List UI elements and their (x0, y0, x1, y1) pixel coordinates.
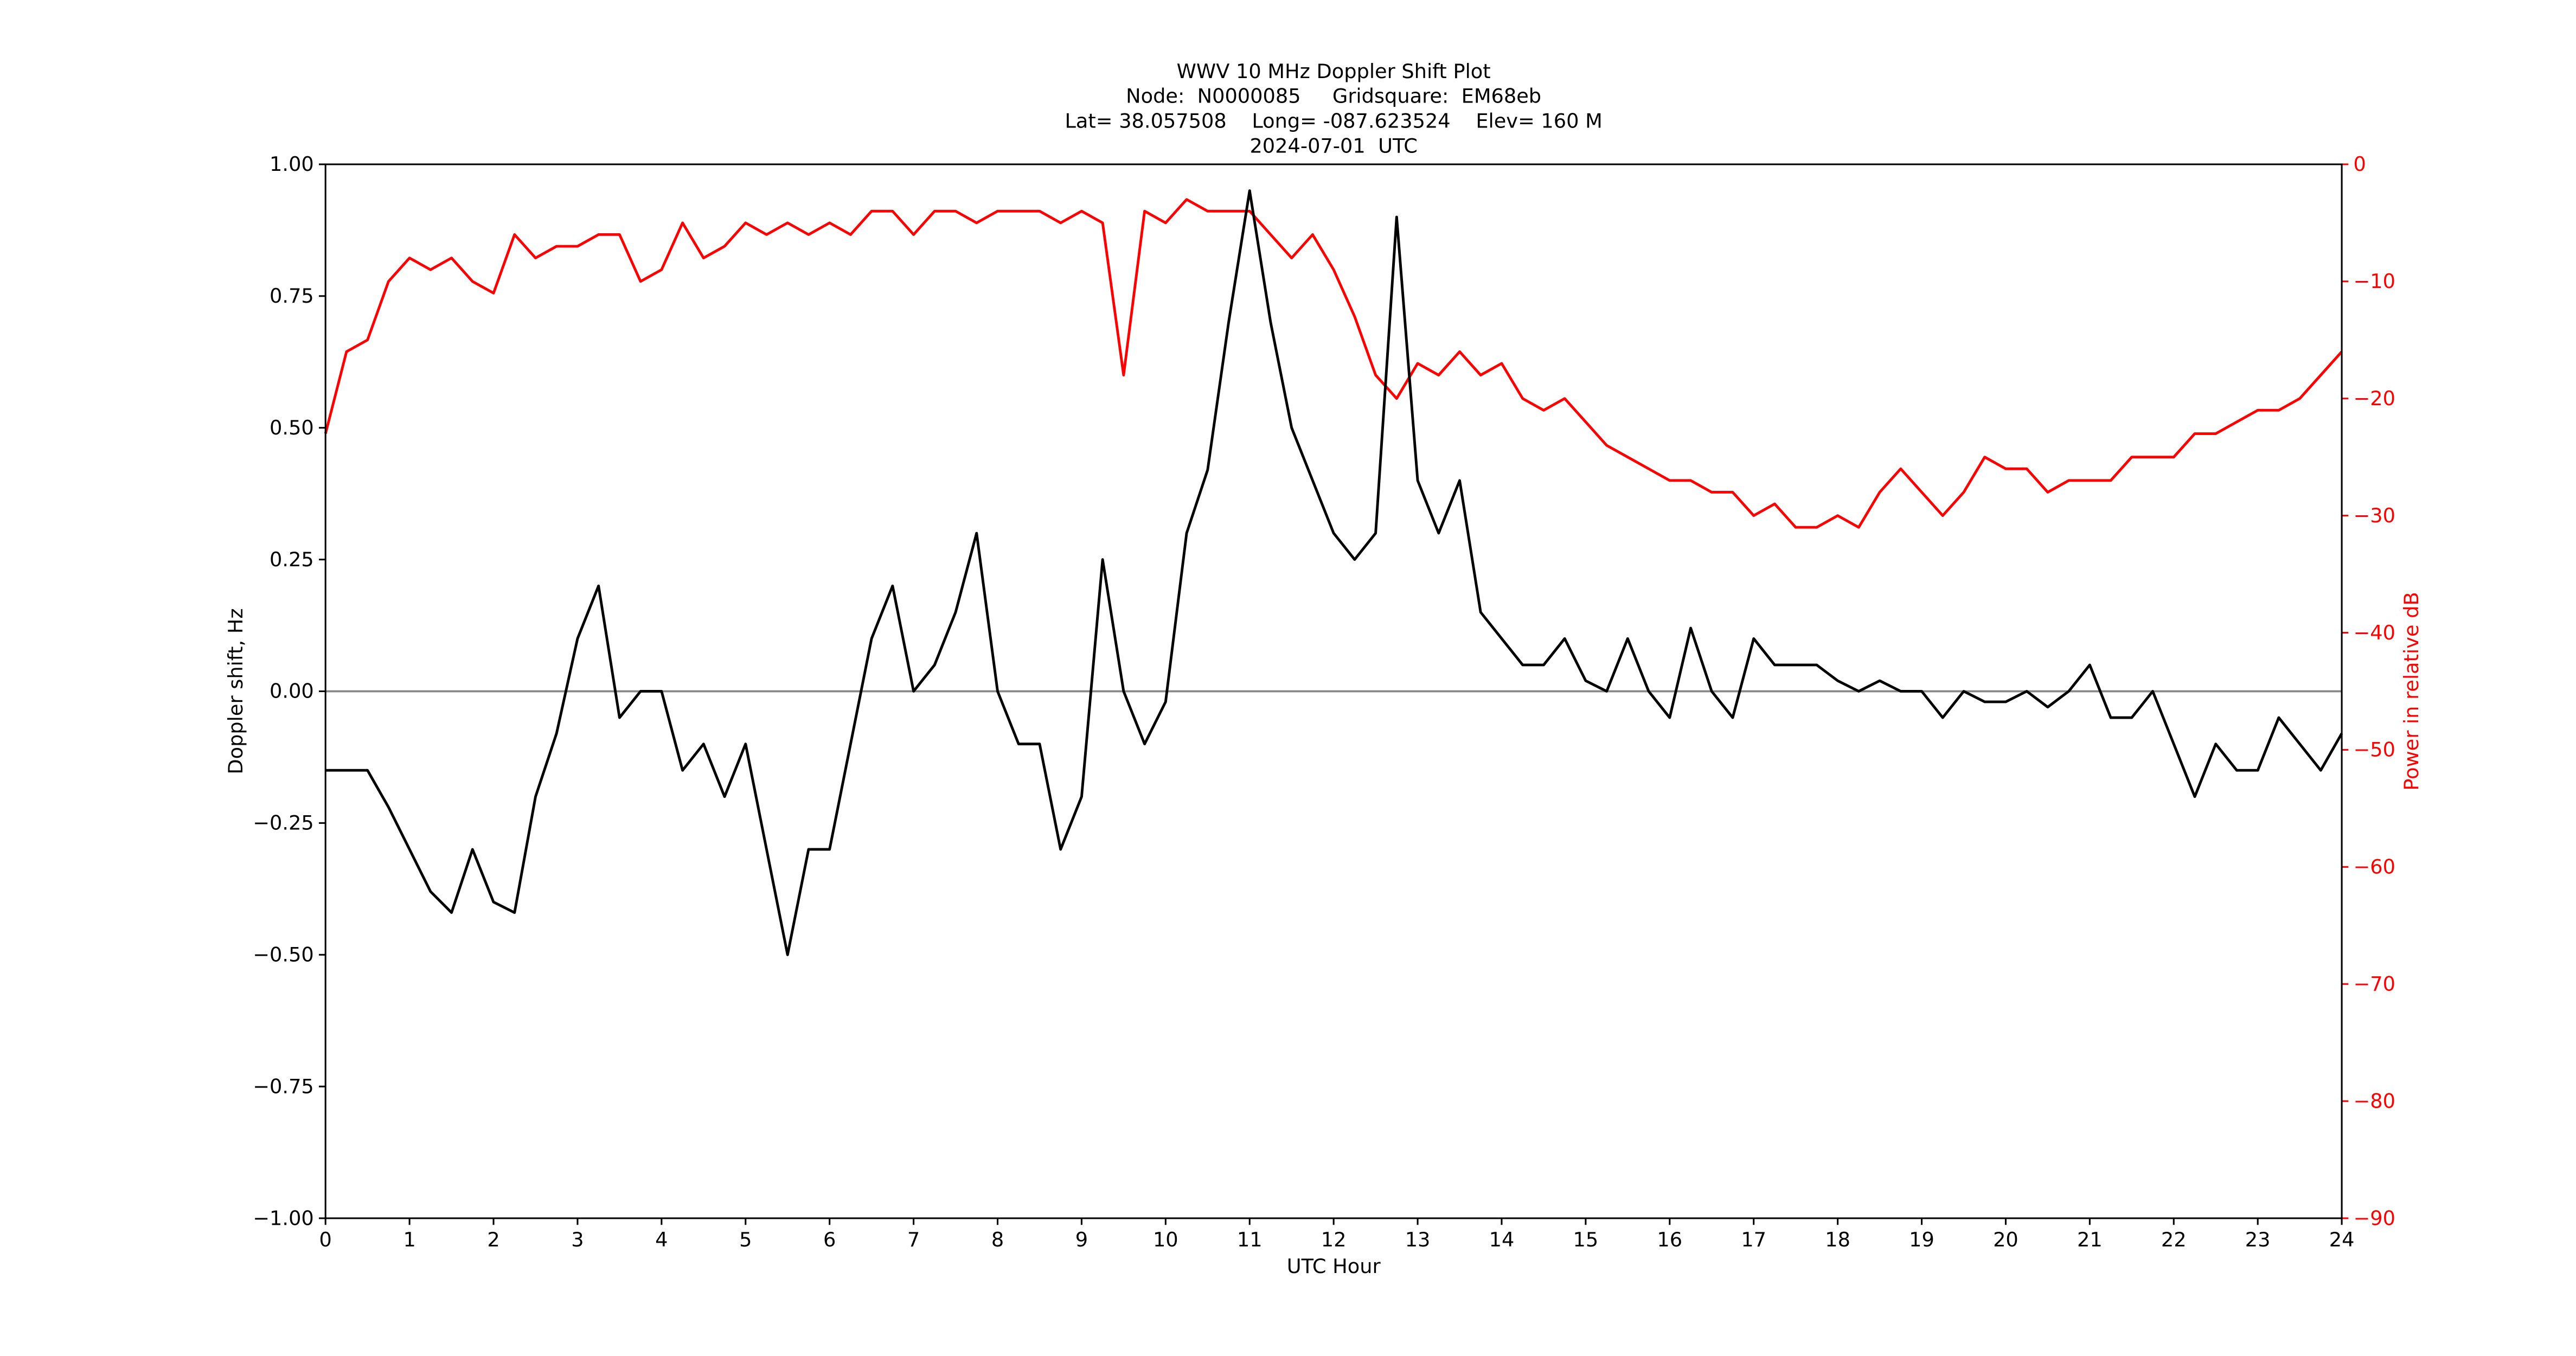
y-tick-label: 0.00 (270, 680, 314, 703)
y2-tick-label: −70 (2354, 972, 2395, 995)
y2-tick-label: −30 (2354, 504, 2395, 527)
x-tick-label: 12 (1321, 1228, 1347, 1251)
x-axis-label: UTC Hour (1287, 1255, 1381, 1278)
x-tick-label: 19 (1909, 1228, 1934, 1251)
plot-frame (324, 163, 2343, 1219)
y-tick-label: 0.50 (270, 416, 314, 439)
x-tick-label: 3 (571, 1228, 584, 1251)
y-tick-label: 1.00 (270, 152, 314, 176)
x-tick-label: 20 (1993, 1228, 2018, 1251)
chart-title: Lat= 38.057508 Long= -087.623524 Elev= 1… (1065, 110, 1602, 133)
x-tick-label: 7 (907, 1228, 920, 1251)
y2-tick-label: −50 (2354, 738, 2395, 762)
chart-title: 2024-07-01 UTC (1249, 135, 1417, 158)
x-tick-label: 6 (823, 1228, 836, 1251)
y2-tick-label: 0 (2354, 152, 2366, 176)
chart-title: WWV 10 MHz Doppler Shift Plot (1177, 60, 1491, 83)
y-tick-label: −0.25 (253, 811, 313, 835)
x-tick-label: 22 (2161, 1228, 2187, 1251)
y-tick-label: −0.50 (253, 943, 313, 966)
data-line (325, 189, 2343, 956)
x-tick-label: 16 (1657, 1228, 1682, 1251)
x-tick-label: 24 (2329, 1228, 2355, 1251)
y-tick-label: −1.00 (253, 1206, 313, 1230)
y2-axis-label: Power in relative dB (2400, 592, 2423, 790)
y2-tick-label: −90 (2354, 1206, 2395, 1230)
x-tick-label: 8 (991, 1228, 1004, 1251)
x-tick-label: 23 (2245, 1228, 2271, 1251)
x-tick-label: 10 (1153, 1228, 1178, 1251)
y2-tick-label: −80 (2354, 1089, 2395, 1112)
x-tick-label: 5 (739, 1228, 752, 1251)
data-line (324, 198, 2343, 529)
y2-tick-label: −20 (2354, 387, 2395, 410)
x-tick-label: 17 (1741, 1228, 1766, 1251)
x-tick-label: 9 (1075, 1228, 1088, 1251)
x-tick-label: 18 (1825, 1228, 1850, 1251)
y-axis-label: Doppler shift, Hz (224, 608, 247, 774)
x-tick-label: 2 (487, 1228, 499, 1251)
x-tick-label: 15 (1573, 1228, 1599, 1251)
y-tick-label: −0.75 (253, 1074, 313, 1098)
x-tick-label: 13 (1405, 1228, 1431, 1251)
y-tick-label: 0.25 (270, 548, 314, 571)
y2-tick-label: −10 (2354, 270, 2395, 293)
y-tick-label: 0.75 (270, 284, 314, 308)
x-tick-label: 0 (319, 1228, 332, 1251)
chart-title: Node: N0000085 Gridsquare: EM68eb (1126, 85, 1541, 108)
x-tick-label: 1 (403, 1228, 415, 1251)
y2-tick-label: −40 (2354, 621, 2395, 644)
x-tick-label: 4 (655, 1228, 668, 1251)
x-tick-label: 21 (2077, 1228, 2103, 1251)
x-tick-label: 11 (1237, 1228, 1263, 1251)
y2-tick-label: −60 (2354, 855, 2395, 879)
x-tick-label: 14 (1489, 1228, 1515, 1251)
